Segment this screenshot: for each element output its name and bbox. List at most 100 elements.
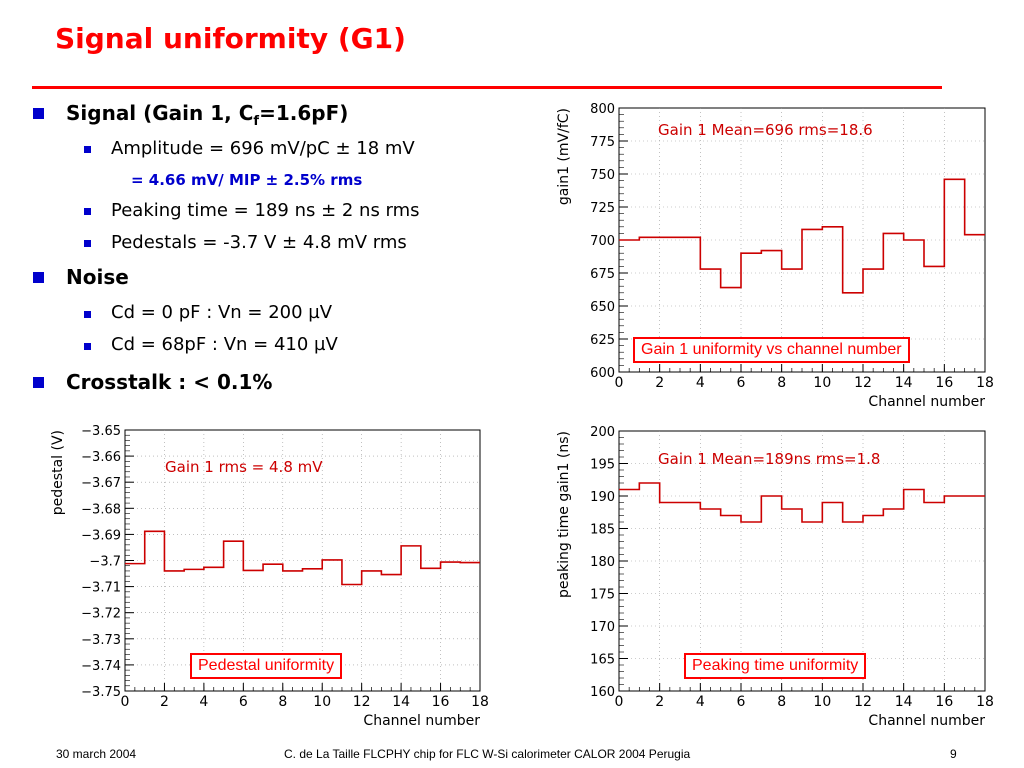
sub-bullet-square (84, 208, 91, 215)
y-tick-label: 700 (590, 234, 615, 249)
x-tick-label: 6 (239, 694, 248, 710)
y-tick-label: 175 (590, 588, 615, 603)
x-axis-label: Channel number (868, 713, 985, 729)
sub-bullet-square (84, 240, 91, 247)
y-tick-label: 200 (590, 425, 615, 440)
x-tick-label: 0 (615, 375, 624, 391)
stats-annotation: Gain 1 Mean=696 rms=18.6 (658, 121, 873, 139)
title-underline (32, 86, 942, 89)
y-tick-label: −3.7 (89, 555, 121, 570)
y-tick-label: 725 (590, 201, 615, 216)
x-tick-label: 2 (655, 694, 664, 710)
bullet-pedestals: Pedestals = -3.7 V ± 4.8 mV rms (111, 232, 407, 253)
x-tick-label: 6 (737, 375, 746, 391)
x-tick-label: 18 (976, 375, 994, 391)
x-tick-label: 10 (813, 694, 831, 710)
pedestal-uniformity-plot: 0 2 4 6 8 10 12 14 16 18 −3.75 −3.74 −3.73 −3.72 −3.71… (50, 424, 489, 729)
y-axis-label: peaking time gain1 (ns) (556, 431, 572, 598)
footer-date: 30 march 2004 (56, 747, 137, 761)
x-tick-label: 2 (160, 694, 169, 710)
bullet-cd0: Cd = 0 pF : Vn = 200 µV (111, 302, 333, 323)
y-tick-label: 170 (590, 620, 615, 635)
y-tick-label: 180 (590, 555, 615, 570)
y-tick-label: −3.73 (81, 633, 121, 648)
gain-uniformity-plot: 0 2 4 6 8 10 12 14 16 18 600 625 650 675 700 725 750 775 8… (556, 102, 994, 410)
sub-bullet-square (84, 311, 91, 318)
x-tick-label: 8 (278, 694, 287, 710)
x-tick-label: 18 (976, 694, 994, 710)
bullet-signal: Signal (Gain 1, Cf=1.6pF) (66, 101, 348, 129)
y-tick-label: 750 (590, 168, 615, 183)
page-number: 9 (950, 747, 957, 761)
y-tick-label: 675 (590, 267, 615, 282)
y-tick-label: −3.65 (81, 424, 121, 439)
y-tick-label: 195 (590, 458, 615, 473)
x-tick-label: 2 (655, 375, 664, 391)
x-tick-label: 8 (777, 375, 786, 391)
x-tick-label: 12 (353, 694, 371, 710)
bullet-square (33, 377, 44, 388)
bullet-square (33, 272, 44, 283)
peaking-plot-caption: Peaking time uniformity (684, 653, 867, 679)
footer-center: C. de La Taille FLCPHY chip for FLC W-Si… (284, 747, 691, 761)
y-tick-label: −3.66 (81, 450, 121, 465)
gain-plot-caption: Gain 1 uniformity vs channel number (633, 337, 910, 363)
y-tick-label: 190 (590, 490, 615, 505)
y-tick-label: −3.69 (81, 528, 121, 543)
y-tick-label: 185 (590, 523, 615, 538)
x-tick-label: 10 (313, 694, 331, 710)
bullet-cd68: Cd = 68pF : Vn = 410 µV (111, 334, 338, 355)
bullet-crosstalk: Crosstalk : < 0.1% (66, 370, 273, 394)
x-tick-label: 18 (471, 694, 489, 710)
bullet-peaking: Peaking time = 189 ns ± 2 ns rms (111, 200, 420, 221)
plot-frame (618, 430, 986, 692)
y-tick-label: −3.67 (81, 476, 121, 491)
y-tick-label: −3.71 (81, 581, 121, 596)
y-tick-label: 160 (590, 685, 615, 700)
bullet-square (33, 108, 44, 119)
x-tick-label: 8 (777, 694, 786, 710)
x-tick-label: 10 (813, 375, 831, 391)
x-tick-label: 16 (935, 694, 953, 710)
y-tick-label: 775 (590, 135, 615, 150)
x-tick-label: 14 (895, 375, 913, 391)
x-tick-label: 4 (696, 375, 705, 391)
x-tick-label: 14 (895, 694, 913, 710)
data-series-step (619, 482, 985, 523)
y-tick-label: −3.75 (81, 685, 121, 700)
sub-bullet-square (84, 343, 91, 350)
slide-title: Signal uniformity (G1) (55, 22, 406, 55)
x-tick-label: 12 (854, 694, 872, 710)
x-tick-label: 4 (696, 694, 705, 710)
y-tick-label: −3.72 (81, 607, 121, 622)
y-tick-label: 625 (590, 333, 615, 348)
bullet-amplitude: Amplitude = 696 mV/pC ± 18 mV (111, 138, 415, 159)
x-tick-label: 0 (615, 694, 624, 710)
y-tick-label: 800 (590, 102, 615, 117)
y-axis-label: gain1 (mV/fC) (556, 108, 572, 205)
bullet-mip: = 4.66 mV/ MIP ± 2.5% rms (131, 171, 363, 189)
x-tick-label: 6 (737, 694, 746, 710)
signal-label-prefix: Signal (Gain 1, C (66, 101, 254, 125)
x-tick-label: 4 (199, 694, 208, 710)
signal-label-sub: f (253, 114, 260, 129)
x-tick-label: 0 (121, 694, 130, 710)
data-series-step (619, 178, 985, 294)
y-axis-label: pedestal (V) (50, 430, 66, 515)
y-tick-label: −3.68 (81, 502, 121, 517)
x-axis-label: Channel number (363, 713, 480, 729)
peaking-time-uniformity-plot: 0 2 4 6 8 10 12 14 16 18 160 165 170 175 180 185 190 195 2… (556, 425, 994, 729)
stats-annotation: Gain 1 rms = 4.8 mV (165, 458, 323, 476)
y-tick-label: 600 (590, 366, 615, 381)
data-series-step (125, 530, 480, 586)
pedestal-plot-caption: Pedestal uniformity (190, 653, 343, 679)
x-tick-label: 16 (432, 694, 450, 710)
stats-annotation: Gain 1 Mean=189ns rms=1.8 (658, 450, 880, 468)
x-tick-label: 16 (935, 375, 953, 391)
y-tick-label: 650 (590, 300, 615, 315)
bullet-noise: Noise (66, 265, 129, 289)
x-tick-label: 12 (854, 375, 872, 391)
x-axis-label: Channel number (868, 394, 985, 410)
signal-label-suffix: =1.6pF) (259, 101, 349, 125)
y-tick-label: 165 (590, 653, 615, 668)
